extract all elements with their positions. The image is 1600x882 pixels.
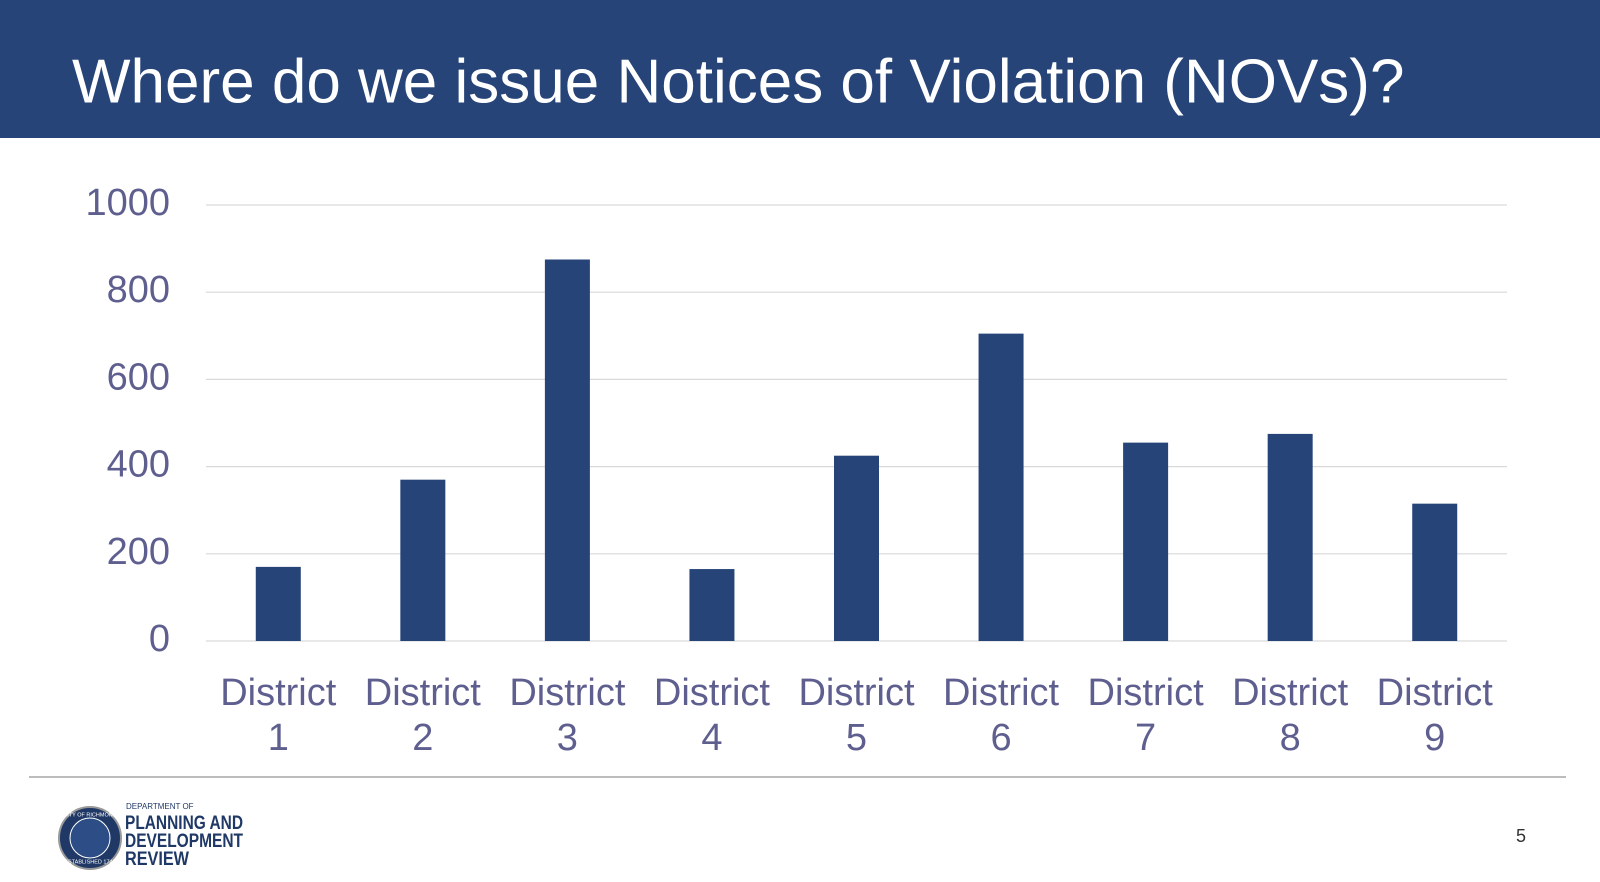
seal-text: ESTABLISHED 1742 [64, 859, 115, 865]
y-tick-label: 600 [107, 356, 170, 398]
x-tick-label: District 5 [798, 672, 915, 759]
y-tick-label: 1000 [85, 182, 170, 224]
seal-text: CITY OF RICHMOND [63, 812, 116, 818]
bar [400, 479, 446, 641]
bar [978, 333, 1024, 641]
y-tick-label: 800 [107, 269, 170, 311]
bar [1412, 503, 1458, 641]
x-tick-label: District 4 [653, 672, 770, 759]
bar [255, 566, 301, 641]
header-band [0, 0, 1600, 138]
x-tick-label: District 9 [1376, 672, 1493, 759]
department-name: PLANNING AND [125, 813, 243, 834]
y-tick-label: 200 [107, 531, 170, 573]
bar [544, 259, 590, 641]
department-name: REVIEW [125, 849, 189, 870]
x-tick-label: District 7 [1087, 672, 1204, 759]
y-tick-label: 0 [149, 618, 170, 660]
x-tick-label: District 3 [509, 672, 626, 759]
y-tick-label: 400 [107, 444, 170, 486]
x-tick-label: District 2 [364, 672, 481, 759]
bar [689, 569, 735, 641]
page-number: 5 [1516, 826, 1526, 846]
bar [1267, 433, 1313, 641]
department-name: DEVELOPMENT [125, 831, 243, 852]
x-tick-label: District 6 [942, 672, 1060, 759]
department-label: DEPARTMENT OF [126, 802, 194, 811]
x-tick-label: District 1 [220, 672, 337, 759]
seal-core [69, 817, 111, 859]
bar [1123, 442, 1169, 641]
slide-title: Where do we issue Notices of Violation (… [72, 47, 1404, 116]
x-tick-label: District 8 [1232, 672, 1349, 759]
seal: CITY OF RICHMOND ESTABLISHED 1742 [58, 806, 122, 870]
bar [834, 455, 879, 641]
